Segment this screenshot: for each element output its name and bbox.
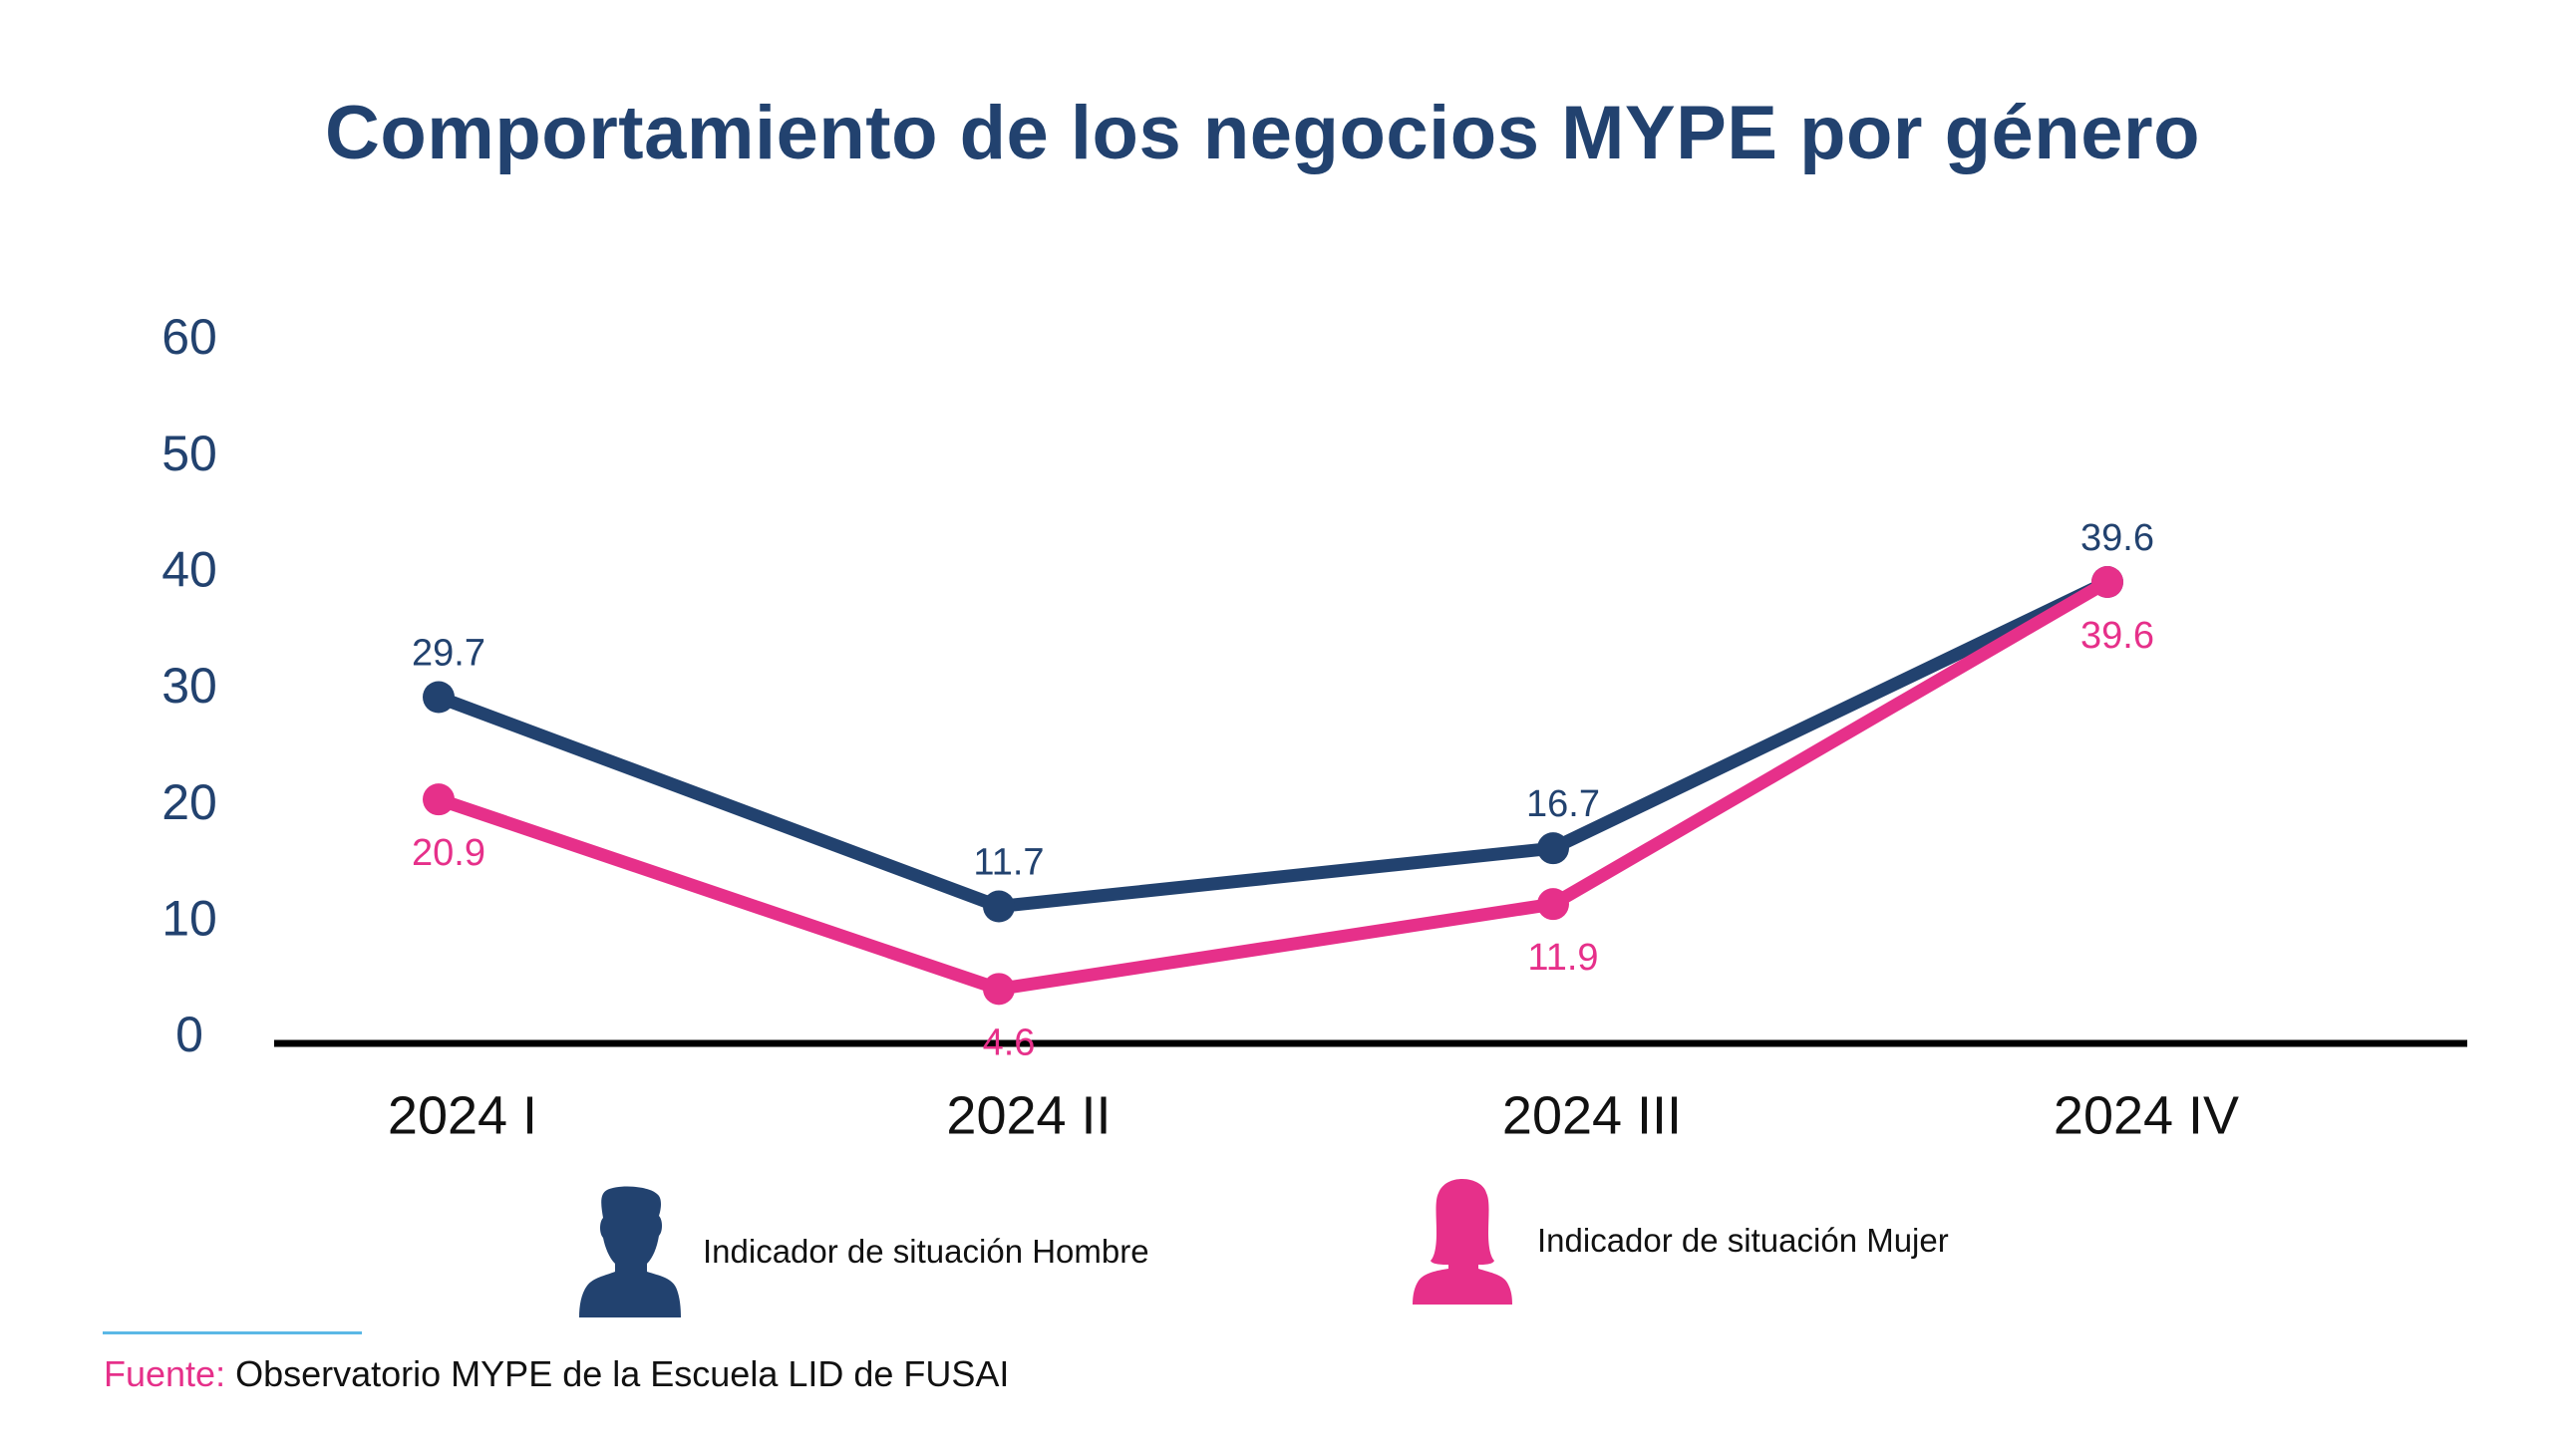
y-tick-label: 10 xyxy=(161,891,217,947)
data-point-mujer xyxy=(983,973,1015,1006)
data-label-hombre: 11.7 xyxy=(973,842,1044,884)
source-note: Fuente: Observatorio MYPE de la Escuela … xyxy=(104,1353,1009,1395)
chart-title: Comportamiento de los negocios MYPE por … xyxy=(325,91,2200,175)
data-point-mujer xyxy=(2091,566,2123,598)
y-axis-ticks: 0 10 20 30 40 50 60 xyxy=(161,309,217,1062)
data-label-mujer: 39.6 xyxy=(2080,615,2154,657)
x-tick-label: 2024 IV xyxy=(2054,1085,2239,1145)
data-point-mujer xyxy=(1537,888,1569,921)
data-point-hombre xyxy=(423,681,455,714)
data-label-mujer: 4.6 xyxy=(983,1021,1036,1063)
series-group: 29.7 11.7 16.7 39.6 20.9 4.6 11.9 39.6 xyxy=(412,517,2154,1063)
x-tick-label: 2024 I xyxy=(388,1085,537,1145)
y-tick-label: 30 xyxy=(161,658,217,714)
x-tick-label: 2024 II xyxy=(946,1085,1111,1145)
x-tick-label: 2024 III xyxy=(1502,1085,1682,1145)
male-person-icon xyxy=(579,1186,681,1317)
y-tick-label: 0 xyxy=(175,1007,203,1062)
data-point-hombre xyxy=(983,890,1015,923)
x-axis-ticks: 2024 I 2024 II 2024 III 2024 IV xyxy=(388,1085,2239,1145)
data-label-mujer: 20.9 xyxy=(412,832,485,874)
data-label-hombre: 29.7 xyxy=(412,633,485,675)
legend-label-hombre: Indicador de situación Hombre xyxy=(703,1233,1149,1270)
data-label-mujer: 11.9 xyxy=(1527,937,1598,979)
female-person-icon xyxy=(1413,1179,1512,1305)
source-label: Fuente: xyxy=(104,1353,226,1394)
y-tick-label: 20 xyxy=(161,774,217,830)
legend-label-mujer: Indicador de situación Mujer xyxy=(1537,1222,1949,1259)
data-point-mujer xyxy=(423,783,455,816)
series-hombre: 29.7 11.7 16.7 39.6 xyxy=(412,517,2154,923)
data-point-hombre xyxy=(1537,832,1569,865)
data-label-hombre: 39.6 xyxy=(2080,517,2154,559)
source-text: Observatorio MYPE de la Escuela LID de F… xyxy=(225,1353,1010,1394)
series-line-mujer xyxy=(432,575,2114,996)
y-tick-label: 60 xyxy=(161,309,217,365)
series-mujer: 20.9 4.6 11.9 39.6 xyxy=(412,566,2154,1063)
legend-item-mujer: Indicador de situación Mujer xyxy=(1413,1177,1949,1305)
y-tick-label: 50 xyxy=(161,426,217,481)
series-line-hombre xyxy=(432,575,2114,913)
legend-item-hombre: Indicador de situación Hombre xyxy=(579,1186,1149,1317)
source-divider xyxy=(103,1331,362,1334)
y-tick-label: 40 xyxy=(161,542,217,598)
data-label-hombre: 16.7 xyxy=(1526,783,1600,825)
